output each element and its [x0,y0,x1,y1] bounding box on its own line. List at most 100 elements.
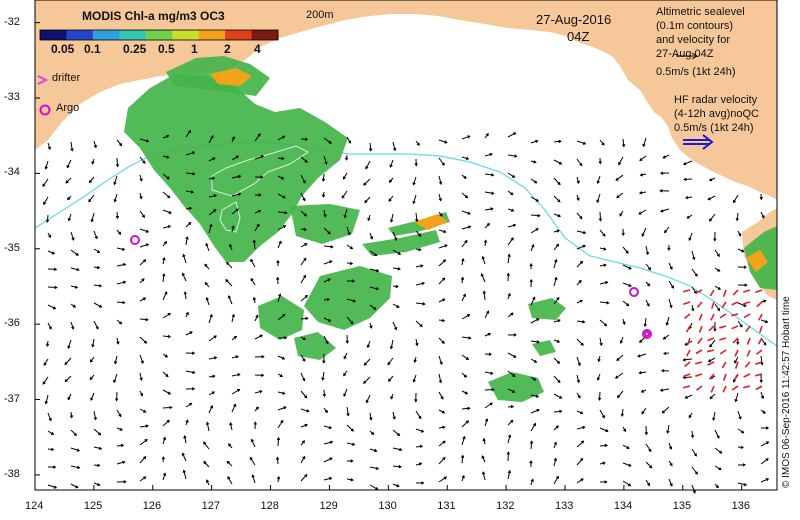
velocity-arrow [392,267,401,271]
land-australia [35,0,777,200]
velocity-arrow [139,372,143,382]
velocity-arrow [484,371,494,375]
velocity-arrow [415,230,422,237]
velocity-arrow [530,213,541,218]
velocity-arrow [70,429,77,436]
velocity-arrow [342,172,348,180]
x-tick-label: 132 [496,500,515,512]
velocity-arrow [663,351,670,356]
velocity-arrow [208,223,213,234]
velocity-arrow [70,141,74,152]
argo-legend-label: Argo [56,102,80,114]
hf-radar-arrow [710,301,715,309]
velocity-arrow [93,265,101,270]
hf-radar-arrow [732,289,739,296]
velocity-arrow [185,221,192,228]
velocity-arrow [208,313,213,324]
velocity-arrow [461,354,470,360]
velocity-arrow [343,370,348,377]
velocity-arrow [225,279,233,287]
velocity-arrow [412,176,417,186]
velocity-arrow [277,225,287,231]
hf-radar-arrow [743,373,751,378]
velocity-arrow [115,157,120,168]
velocity-arrow [507,352,517,358]
velocity-arrow [733,194,739,204]
velocity-arrow [70,447,81,452]
colorbar-segment [66,30,94,40]
velocity-arrow [438,373,443,384]
velocity-arrow [576,244,586,250]
velocity-arrow [277,313,286,321]
velocity-arrow [736,338,740,345]
velocity-arrow [254,406,259,412]
velocity-arrow [275,456,280,465]
velocity-arrow [300,423,308,428]
velocity-arrow [277,406,287,411]
hf-radar-arrow [733,373,739,381]
hf-radar-arrow [731,325,739,330]
velocity-arrow [668,280,674,289]
x-tick-label: 126 [142,500,162,512]
velocity-arrow [345,334,349,344]
velocity-arrow [599,409,605,419]
velocity-arrow [231,155,240,161]
colorbar-segment [172,30,200,40]
colorbar-segment [198,30,226,40]
velocity-arrow [208,335,217,342]
velocity-arrow [737,445,744,450]
velocity-arrow [65,177,72,184]
velocity-arrow [759,193,763,201]
velocity-arrow [369,448,378,453]
velocity-arrow [714,483,719,489]
velocity-arrow [461,314,471,320]
velocity-arrow [93,482,101,487]
hf-radar-arrow [731,385,739,391]
colorbar-segment [251,30,279,40]
velocity-arrow [392,249,402,255]
velocity-arrow [640,389,647,393]
velocity-arrow [346,261,354,266]
velocity-arrow [321,173,326,182]
velocity-arrow [44,394,49,405]
velocity-arrow [231,136,235,143]
hf-radar-arrow [710,385,715,393]
velocity-arrow [139,243,150,248]
velocity-arrow [139,192,143,200]
colorbar-tick-label: 1 [191,42,198,56]
velocity-arrow [390,393,394,400]
velocity-arrow [70,267,80,272]
velocity-arrow [553,229,560,233]
velocity-arrow [365,394,371,404]
velocity-arrow [91,158,95,165]
velocity-arrow [461,135,471,140]
hf-radar-arrow [683,373,691,378]
velocity-arrow [645,461,653,469]
velocity-arrow [346,316,354,325]
velocity-arrow [254,373,265,377]
velocity-arrow [597,391,602,401]
velocity-arrow [576,356,581,367]
velocity-arrow [530,228,539,234]
velocity-arrow [277,135,286,141]
velocity-arrow [553,276,558,287]
velocity-arrow [438,409,446,414]
hf-radar-arrow [708,373,715,380]
velocity-arrow [507,237,514,246]
velocity-arrow [369,484,379,490]
velocity-arrow [70,231,75,241]
velocity-arrow [709,393,716,400]
velocity-arrow [553,475,559,485]
velocity-arrow [482,437,486,445]
velocity-arrow [484,332,492,337]
velocity-arrow [737,283,748,287]
velocity-arrow [415,410,422,420]
velocity-arrow [70,249,79,256]
velocity-arrow [686,214,693,219]
hf-radar-arrow [757,337,763,345]
velocity-arrow [415,302,426,306]
velocity-arrow [67,393,72,401]
velocity-arrow [93,248,101,253]
velocity-arrow [760,478,770,483]
velocity-arrow [250,438,256,448]
